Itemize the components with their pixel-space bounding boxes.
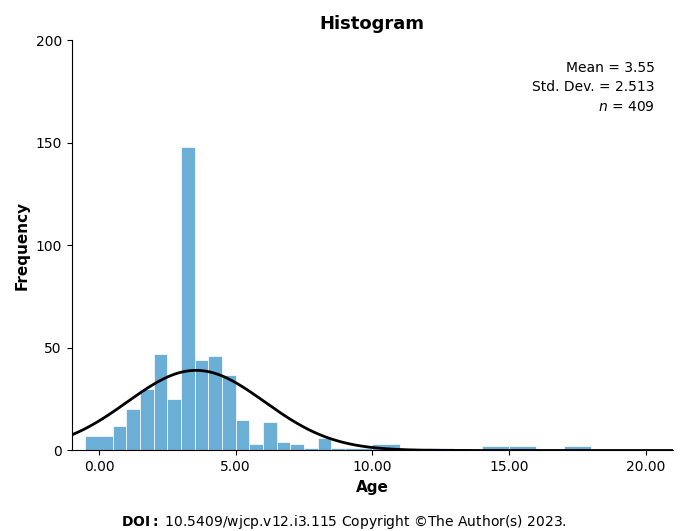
Y-axis label: Frequency: Frequency bbox=[15, 201, 30, 290]
Bar bbox=[153, 354, 167, 450]
Bar bbox=[482, 447, 509, 450]
Bar bbox=[318, 438, 332, 450]
Text: $\bf{DOI:}$ 10.5409/wjcp.v12.i3.115 Copyright ©The Author(s) 2023.: $\bf{DOI:}$ 10.5409/wjcp.v12.i3.115 Copy… bbox=[121, 513, 567, 530]
Bar bbox=[181, 147, 195, 450]
Bar bbox=[222, 374, 236, 450]
Bar bbox=[85, 436, 113, 450]
Bar bbox=[195, 360, 208, 450]
Bar bbox=[113, 426, 127, 450]
Bar bbox=[263, 422, 277, 450]
Bar bbox=[290, 444, 304, 450]
Bar bbox=[140, 389, 153, 450]
Bar bbox=[427, 449, 454, 450]
Bar bbox=[277, 442, 290, 450]
X-axis label: Age: Age bbox=[356, 480, 389, 495]
Bar bbox=[167, 399, 181, 450]
Bar bbox=[345, 449, 372, 450]
Title: Histogram: Histogram bbox=[320, 15, 424, 33]
Bar bbox=[332, 449, 345, 450]
Bar bbox=[208, 356, 222, 450]
Text: Mean = 3.55
Std. Dev. = 2.513
$\it{n}$ = 409: Mean = 3.55 Std. Dev. = 2.513 $\it{n}$ =… bbox=[533, 61, 655, 114]
Bar bbox=[127, 409, 140, 450]
Bar bbox=[249, 444, 263, 450]
Bar bbox=[304, 449, 318, 450]
Bar bbox=[563, 447, 591, 450]
Bar bbox=[372, 444, 400, 450]
Bar bbox=[236, 419, 249, 450]
Bar bbox=[509, 447, 537, 450]
